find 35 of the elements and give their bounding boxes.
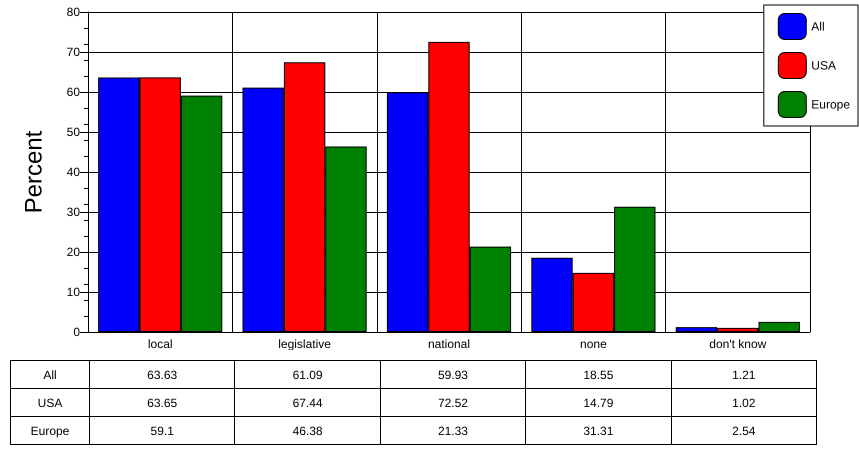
- y-tick-label: 50: [66, 125, 80, 139]
- y-tick-label: 0: [73, 325, 80, 339]
- data-label: 14.79: [526, 388, 672, 416]
- x-tick-label: none: [580, 337, 608, 351]
- y-axis-title: Percent: [20, 130, 48, 214]
- data-label: 2.54: [671, 416, 816, 444]
- data-label: 72.52: [380, 388, 526, 416]
- y-tick-label: 60: [66, 85, 80, 99]
- data-label: 59.93: [380, 360, 526, 388]
- y-tick-label: 40: [66, 165, 80, 179]
- x-tick-label: don't know: [709, 337, 767, 351]
- x-tick-label: national: [428, 337, 470, 351]
- legend-label: All: [811, 20, 825, 34]
- data-label: 18.55: [526, 360, 672, 388]
- data-label: 61.09: [234, 360, 380, 388]
- data-label: 31.31: [526, 416, 672, 444]
- y-tick-label: 20: [66, 245, 80, 259]
- y-tick-label: 70: [66, 45, 80, 59]
- text: Europe: [30, 424, 70, 438]
- legend-label: USA: [811, 58, 836, 72]
- data-label: 59.1: [90, 416, 235, 444]
- data-label: 46.38: [234, 416, 380, 444]
- text: USA: [38, 396, 62, 410]
- data-label: 63.65: [90, 388, 235, 416]
- data-label: 21.33: [380, 416, 526, 444]
- y-tick-label: 30: [66, 205, 80, 219]
- x-tick-label: local: [148, 337, 173, 351]
- text: All: [43, 368, 57, 382]
- y-tick-label: 10: [66, 285, 80, 299]
- data-label: 1.21: [671, 360, 816, 388]
- data-label: 1.02: [671, 388, 816, 416]
- data-label: 67.44: [234, 388, 380, 416]
- data-label: 63.63: [90, 360, 235, 388]
- legend-label: Europe: [811, 98, 850, 112]
- y-tick-label: 80: [66, 5, 80, 19]
